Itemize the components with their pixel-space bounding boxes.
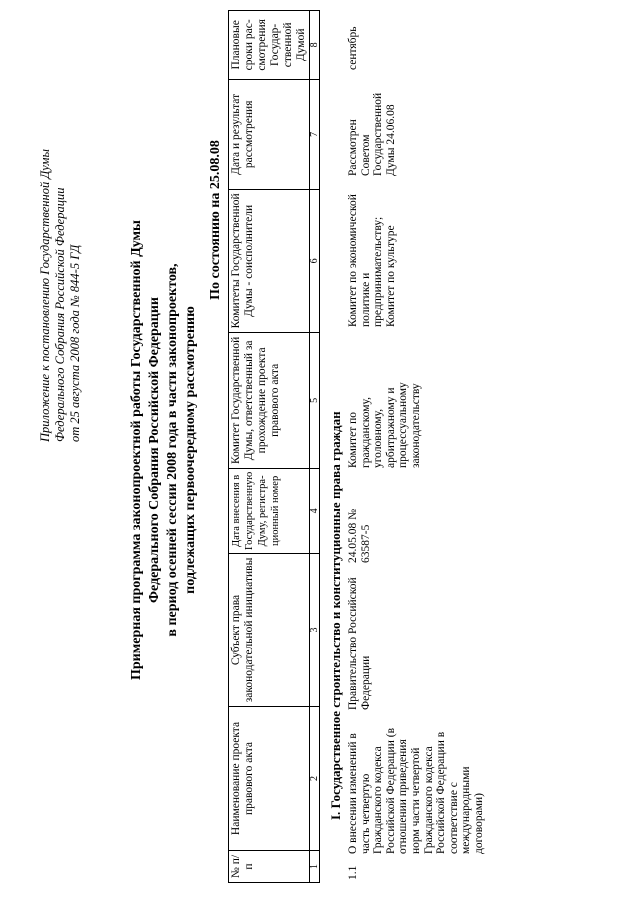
column-number: 4 xyxy=(309,468,320,554)
table-header-row: № п/п Наименование проекта правового акт… xyxy=(228,10,310,883)
row-subject: Правительство Российской Федерации xyxy=(347,577,372,710)
column-number-row: 1 2 3 4 5 6 7 8 xyxy=(309,10,320,883)
column-number: 2 xyxy=(309,706,320,851)
row-planned: сентябрь xyxy=(347,26,359,70)
row-co-committees: Комитет по экономической политике и пред… xyxy=(347,194,397,327)
column-number: 6 xyxy=(309,189,320,333)
title-line: Федерального Собрания Российской Федерац… xyxy=(147,297,162,603)
as-of-date: По состоянию на 25.08.08 xyxy=(208,140,223,300)
section-heading: I. Государственное строительство и конст… xyxy=(328,411,343,820)
row-result: Рассмотрен Советом Государственной Думы … xyxy=(347,92,397,176)
column-number: 7 xyxy=(309,79,320,190)
row-number: 1.1 xyxy=(347,865,359,880)
document-title: Примерная программа законопроектной рабо… xyxy=(128,150,200,750)
column-number: 1 xyxy=(309,850,320,883)
row-date-reg: 24.05.08 № 63587-5 xyxy=(347,508,372,563)
header-cell: № п/п xyxy=(228,850,310,883)
header-cell: Дата и результат рассмотрения xyxy=(228,79,310,190)
title-line: в период осенней сессии 2008 года в част… xyxy=(165,263,180,637)
program-table: № п/п Наименование проекта правового акт… xyxy=(228,10,320,883)
appendix-line: Приложение к постановлению Государственн… xyxy=(38,149,52,442)
header-cell: Дата внесения в Государственную Думу, ре… xyxy=(228,468,310,554)
header-cell: Субъект права законодательной инициативы xyxy=(228,553,310,707)
header-cell: Наименование проекта правового акта xyxy=(228,706,310,851)
row-name: О внесении изменений в часть четвертую Г… xyxy=(347,728,485,854)
title-line: Примерная программа законопроектной рабо… xyxy=(129,220,144,681)
column-number: 8 xyxy=(309,10,320,80)
column-number: 5 xyxy=(309,332,320,469)
appendix-note: Приложение к постановлению Государственн… xyxy=(38,22,83,442)
appendix-line: Федерального Собрания Российской Федерац… xyxy=(53,187,67,442)
header-cell: Комитет Государственной Думы, ответствен… xyxy=(228,332,310,469)
row-committee: Комитет по гражданскому, уголовному, арб… xyxy=(347,382,422,468)
column-number: 3 xyxy=(309,553,320,707)
header-cell: Плановые сроки рас-смотрения Государ-ств… xyxy=(228,10,310,80)
title-line: подлежащих первоочередному рассмотрению xyxy=(183,306,198,594)
header-cell: Комитеты Государственной Думы - соисполн… xyxy=(228,189,310,333)
appendix-line: от 25 августа 2008 года № 844-5 ГД xyxy=(68,244,82,442)
